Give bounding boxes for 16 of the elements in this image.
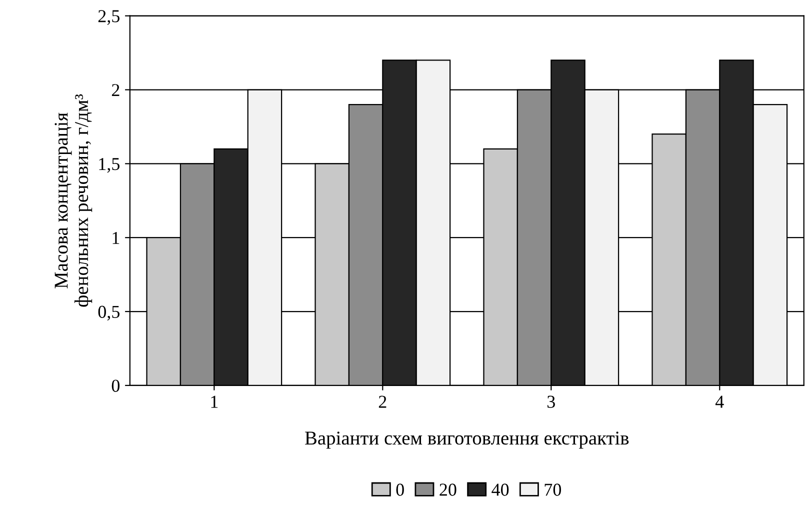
y-tick-label: 2,5	[98, 10, 120, 25]
legend-label: 70	[544, 484, 562, 496]
legend-label: 20	[440, 484, 456, 496]
x-tick-label: 4	[715, 396, 724, 408]
y-tick-label: 0,5	[98, 306, 120, 321]
y-tick-label: 2	[112, 84, 120, 96]
x-tick-label: 2	[378, 396, 386, 408]
x-tick-label: 3	[547, 396, 555, 408]
x-axis-title: Варіанти схем виготовлення екстрактів	[305, 432, 629, 449]
x-tick-label: 1	[211, 396, 218, 408]
y-axis-title: Масова концентрація фенольних речовин, г/дм³	[54, 94, 92, 307]
legend-label: 40	[492, 484, 509, 496]
y-tick-label: 1	[112, 232, 120, 244]
y-tick-label: 0	[112, 380, 120, 392]
y-tick-label: 1,5	[99, 158, 120, 173]
legend-label: 0	[396, 484, 404, 496]
